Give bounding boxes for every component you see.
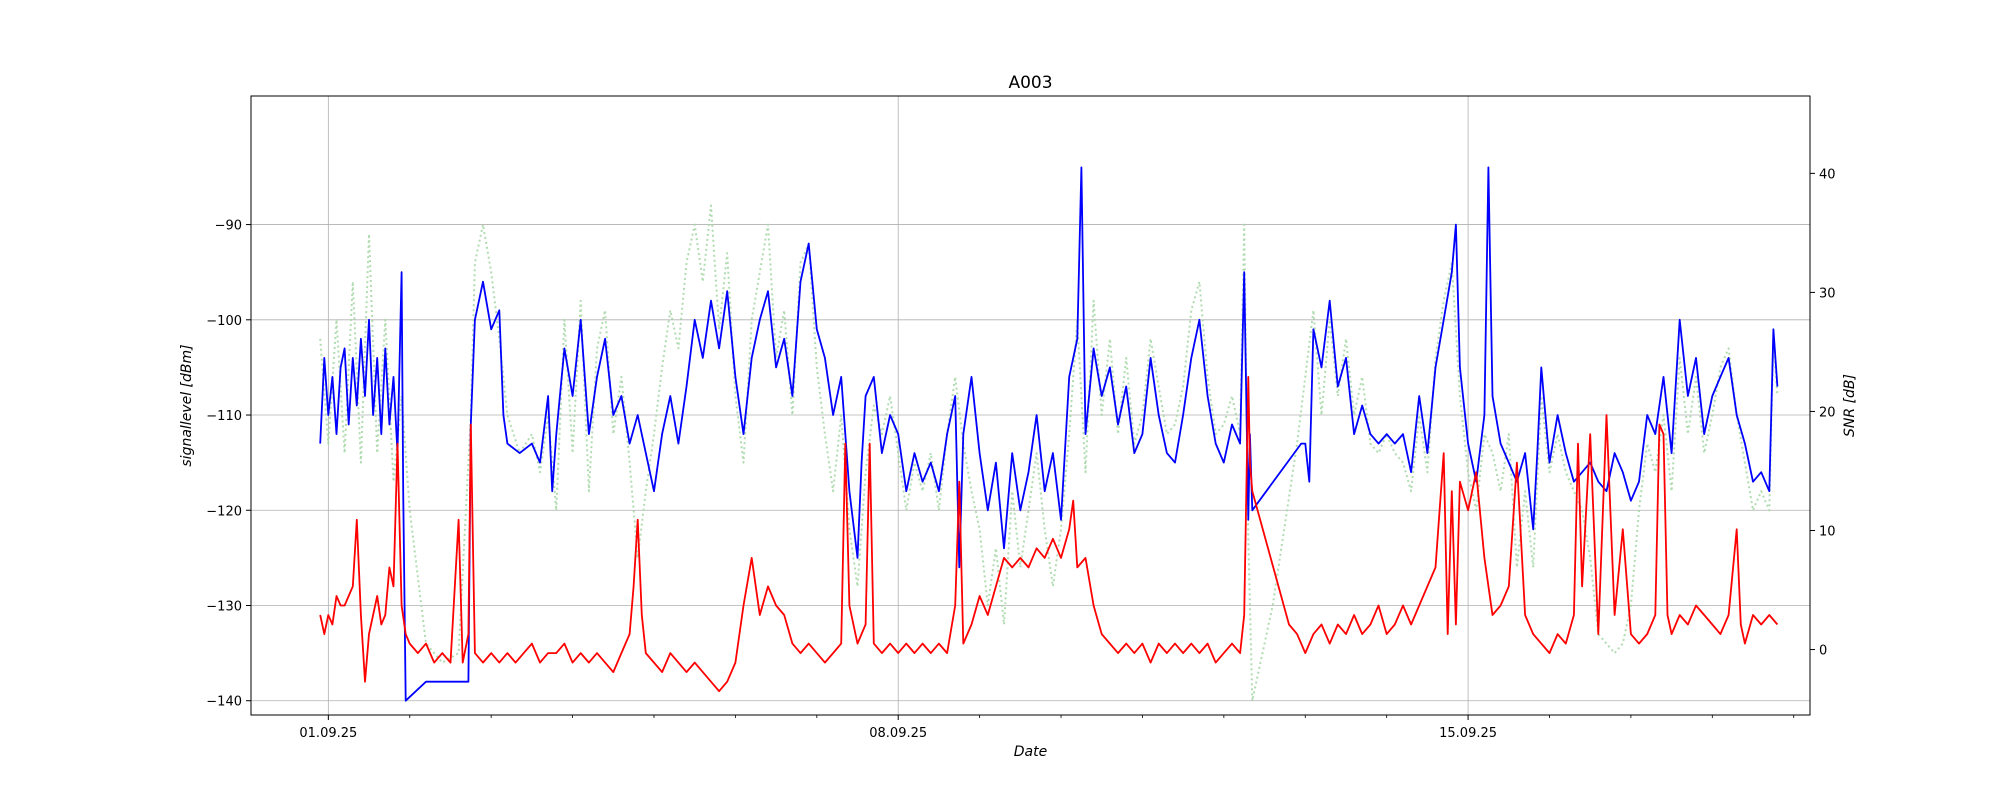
y-left-tick-label: −140 [206,695,242,710]
x-axis-title: Date [1014,744,1047,760]
y-axis-left-title: signallevel [dBm] [179,344,195,466]
x-tick-label: 08.09.25 [869,726,927,741]
y-left-tick-label: −90 [215,219,242,234]
series-layer [319,166,1779,702]
y-left-tick-label: −110 [206,409,242,424]
y-left-tick-label: −120 [206,504,242,519]
y-right-tick-label: 30 [1819,286,1836,301]
y-axis-right-title: SNR [dB] [1842,374,1858,437]
x-tick-label: 01.09.25 [299,726,357,741]
plot-frame [250,95,1811,716]
y-right-tick-label: 20 [1819,405,1836,420]
y-left-tick-label: −100 [206,314,242,329]
series-line-2 [319,376,1779,693]
y-left-tick-label: −130 [206,599,242,614]
grid [251,96,1810,715]
series-line-1 [319,166,1779,702]
series-line-3 [319,204,1779,702]
y-right-tick-label: 40 [1819,167,1836,182]
axes: 01.09.25 08.09.25 15.09.25 −90 −100 −110 −120 −… [206,167,1835,741]
y-right-tick-label: 10 [1819,524,1836,539]
x-tick-label: 15.09.25 [1439,726,1497,741]
y-right-tick-label: 0 [1819,644,1827,659]
chart-title: A003 [1008,73,1052,93]
